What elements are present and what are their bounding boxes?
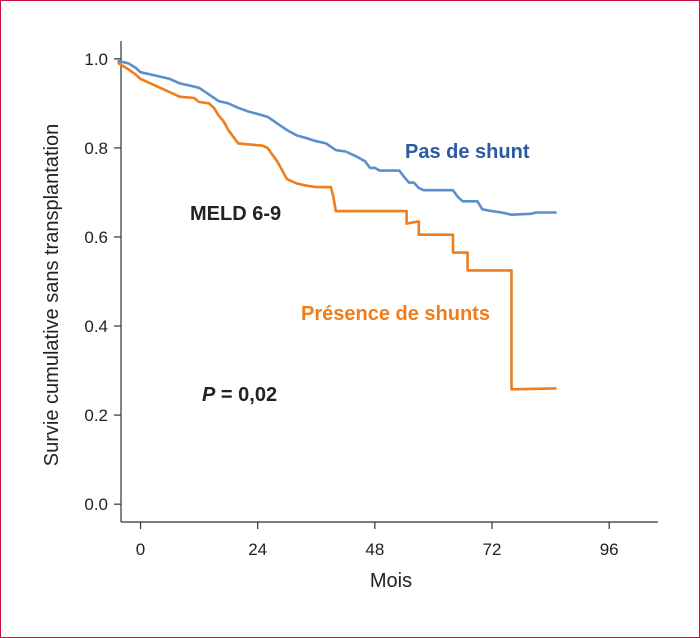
x-tick-label: 48	[365, 540, 384, 559]
y-tick-label: 0.8	[84, 139, 108, 158]
p-italic: P	[202, 384, 216, 406]
label-presence-de-shunts: Présence de shunts	[301, 303, 490, 325]
y-tick-label: 0.0	[84, 495, 108, 514]
ticks: 0 24 48 72 96 0.0 0.2 0.4 0.6 0.8 1.0	[84, 50, 618, 559]
annotation-meld: MELD 6-9	[190, 203, 281, 225]
annotation-p-value: P = 0,02	[202, 384, 277, 406]
y-tick-label: 1.0	[84, 50, 108, 69]
series-line-pas-de-shunt	[117, 59, 557, 216]
x-tick-label: 24	[248, 540, 267, 559]
x-tick-label: 0	[136, 540, 145, 559]
x-tick-label: 96	[600, 540, 619, 559]
label-pas-de-shunt: Pas de shunt	[405, 141, 530, 163]
series-line-presence-de-shunts	[117, 62, 557, 391]
y-tick-label: 0.2	[84, 406, 108, 425]
x-axis-title: Mois	[370, 570, 412, 592]
y-axis-title: Survie cumulative sans transplantation	[41, 124, 63, 466]
series-layer	[117, 59, 557, 391]
axes	[120, 41, 658, 523]
y-tick-label: 0.6	[84, 228, 108, 247]
p-value-text: = 0,02	[215, 384, 277, 406]
x-tick-label: 72	[483, 540, 502, 559]
y-tick-label: 0.4	[84, 317, 108, 336]
